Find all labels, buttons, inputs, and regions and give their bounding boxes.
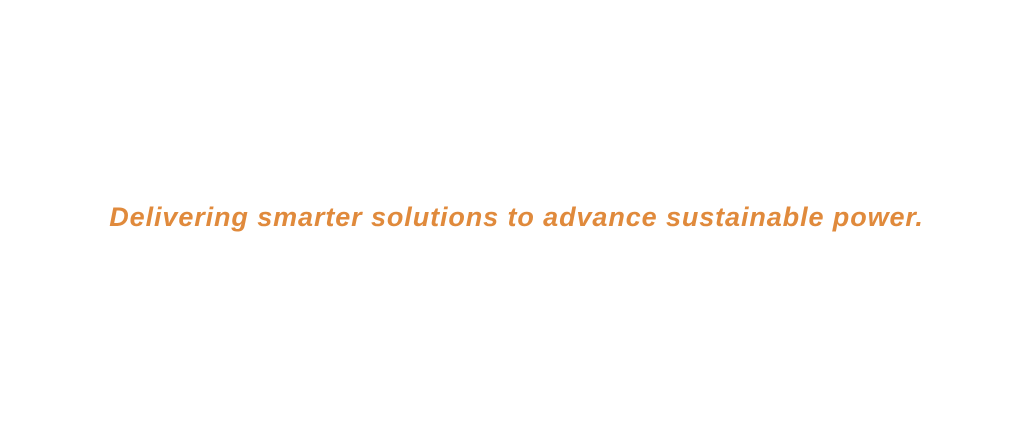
tagline-heading: Delivering smarter solutions to advance …	[109, 202, 924, 232]
